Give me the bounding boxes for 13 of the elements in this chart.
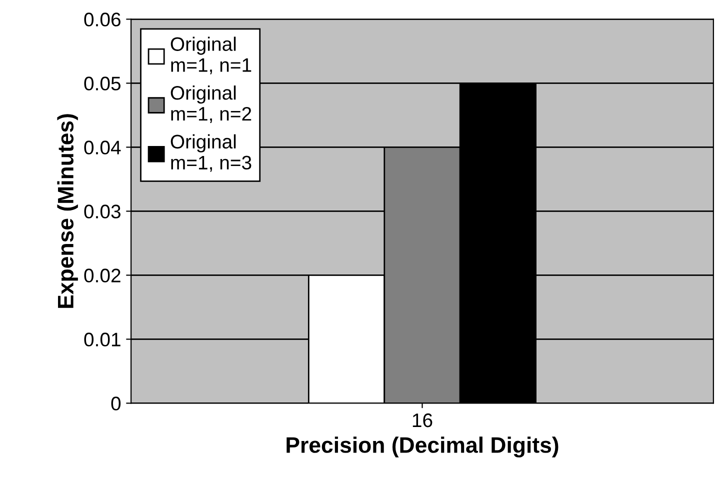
y-tick-label: 0.04 [84, 140, 121, 154]
x-tick-label: 16 [412, 413, 432, 428]
y-tick-label: 0.06 [84, 12, 120, 26]
y-tick-label: 0.01 [84, 332, 120, 346]
x-axis-title: Precision (Decimal Digits) [286, 436, 558, 458]
legend-label: Original m=1, n=3 [170, 134, 252, 172]
y-tick-label: 0.05 [84, 76, 121, 90]
legend-label: Original m=1, n=1 [170, 36, 252, 74]
legend-label: Original m=1, n=2 [170, 85, 252, 124]
y-tick-label: 0.03 [84, 204, 120, 218]
y-tick-label: 0 [111, 396, 121, 410]
y-tick-label: 0.02 [84, 268, 120, 282]
y-axis-title: Expense (Minutes) [57, 114, 78, 308]
